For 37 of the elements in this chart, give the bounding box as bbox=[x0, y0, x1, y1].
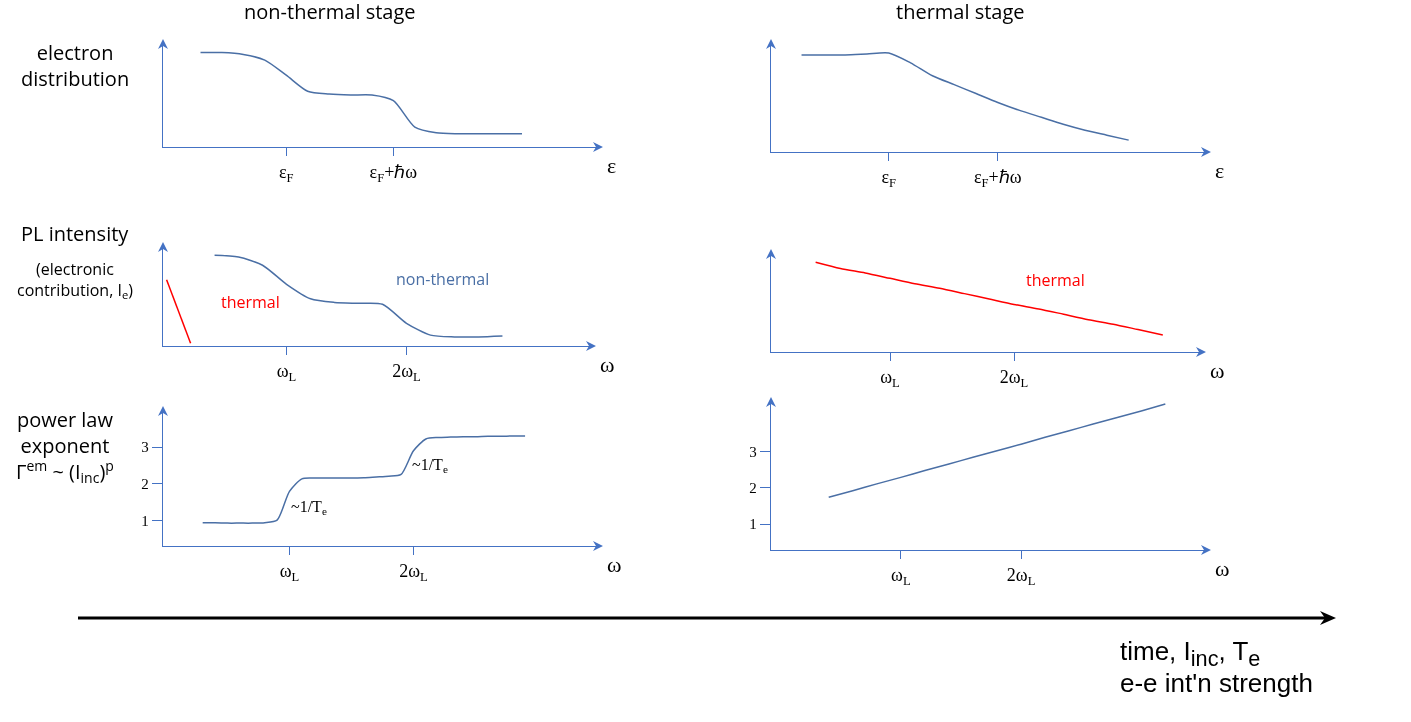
x-tick-label: ω$_{L}$ bbox=[279, 560, 300, 584]
x-tick-label: ω$_{L}$ bbox=[880, 366, 900, 390]
chart-title: thermal stage bbox=[896, 0, 1025, 25]
x-tick-label: ε$_{F}$+ℏω bbox=[369, 161, 418, 185]
y-tick-label: 1 bbox=[749, 516, 757, 533]
x-tick-label: 2ω$_{L}$ bbox=[1006, 564, 1036, 588]
x-tick-label: ε$_{F}$ bbox=[278, 161, 294, 185]
x-tick-label: 2ω$_{L}$ bbox=[392, 360, 421, 384]
y-axis-title: electron distribution bbox=[21, 39, 130, 92]
y-tick-label: 3 bbox=[141, 439, 149, 456]
line-series bbox=[201, 435, 526, 524]
line-series bbox=[827, 403, 1167, 499]
series-label: non-thermal bbox=[396, 268, 490, 290]
x-axis-title: ε bbox=[1215, 158, 1225, 183]
text: thermal bbox=[221, 291, 280, 313]
text: (electronic contribution, I$_{e}$) bbox=[17, 258, 134, 303]
y-tick-label: 2 bbox=[141, 476, 149, 493]
x-tick-label: ε$_{F}$ bbox=[881, 166, 897, 190]
y-tick-label: 2 bbox=[749, 480, 757, 497]
x-tick-label: ε$_{F}$+ℏω bbox=[974, 166, 1022, 190]
x-axis-title: ω bbox=[607, 552, 622, 577]
x-axis-title: ω bbox=[1215, 556, 1230, 581]
x-axis-title: ω bbox=[1210, 358, 1225, 383]
x-axis-title: ω bbox=[600, 352, 615, 377]
y-axis-title: power law exponent Γ$^{em}$ ~ (I$_{inc}$)$^{p}$ bbox=[16, 406, 114, 488]
x-tick-label: 2ω$_{L}$ bbox=[399, 560, 428, 584]
chart-title: non-thermal stage bbox=[244, 0, 416, 25]
x-tick-label: ω$_{L}$ bbox=[891, 564, 911, 588]
y-axis-title: PL intensity bbox=[21, 220, 130, 247]
annotation: ~1/T$_{e}$ bbox=[291, 498, 327, 518]
x-axis-title: ε bbox=[607, 153, 617, 178]
x-tick-label: 2ω$_{L}$ bbox=[999, 366, 1029, 390]
y-tick-label: 1 bbox=[141, 513, 149, 530]
x-tick-label: ω$_{L}$ bbox=[276, 360, 297, 384]
y-tick-label: 3 bbox=[749, 444, 757, 461]
annotation: ~1/T$_{e}$ bbox=[412, 456, 448, 476]
series-label: thermal bbox=[1026, 269, 1085, 291]
